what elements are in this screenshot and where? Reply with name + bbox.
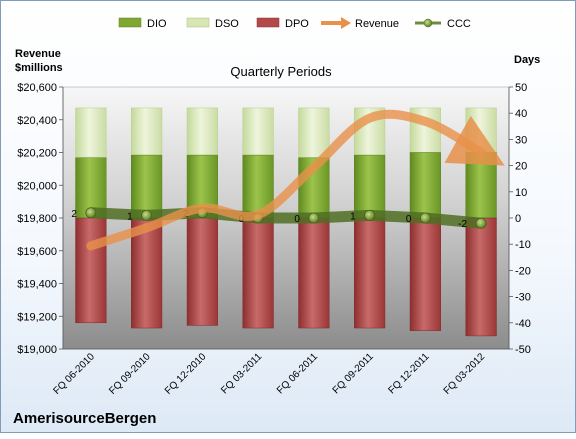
left-axis-ticks: $19,000 $19,200 $19,400 $19,600 $19,800 $20,0…	[17, 82, 63, 356]
legend: DIO DSO DPO Revenue CCC	[118, 17, 471, 30]
right-axis-ticks: -50 -40 -30 -20 -10 0 10 20 30 40 50	[509, 82, 531, 356]
legend-label-dio: DIO	[147, 18, 167, 30]
right-tick-label: 20	[515, 161, 527, 173]
legend-label-dpo: DPO	[285, 18, 309, 30]
left-tick-label: $19,600	[17, 246, 57, 258]
right-tick-label: 50	[515, 82, 527, 94]
ccc-point	[85, 207, 97, 219]
ccc-point	[308, 212, 320, 224]
bar-dio	[409, 152, 441, 219]
left-tick-label: $20,400	[17, 115, 57, 127]
x-tick-label: FQ 09-2011	[331, 351, 376, 396]
x-tick-label: FQ 12-2011	[387, 351, 432, 396]
right-tick-label: -40	[515, 318, 531, 330]
x-axis-ticks: FQ 06-2010 FQ 09-2010 FQ 12-2010 FQ 03-2011…	[51, 351, 487, 397]
right-tick-label: -20	[515, 265, 531, 277]
right-tick-label: -50	[515, 344, 531, 356]
left-tick-label: $20,600	[17, 82, 57, 94]
right-tick-label: 40	[515, 108, 527, 120]
revenue-line	[86, 109, 505, 251]
right-tick-label: 10	[515, 187, 527, 199]
bar-dpo	[131, 217, 163, 329]
legend-swatch-dio	[118, 17, 142, 28]
ccc-data-label: 1	[127, 211, 133, 222]
bar-dso	[298, 107, 330, 158]
legend-arrow-revenue	[341, 17, 351, 29]
bar-dio	[354, 154, 386, 219]
legend-marker-ccc	[423, 18, 433, 28]
bar-dpo	[75, 217, 107, 324]
left-tick-label: $19,400	[17, 279, 57, 291]
ccc-point	[364, 210, 375, 221]
left-tick-label: $19,000	[17, 344, 57, 356]
legend-label-revenue: Revenue	[355, 18, 399, 30]
left-axis-label-line2: $millions	[15, 62, 63, 74]
left-tick-label: $20,200	[17, 148, 57, 160]
left-tick-label: $19,800	[17, 213, 57, 225]
right-tick-label: -10	[515, 239, 531, 251]
x-tick-label: FQ 03-2011	[219, 351, 264, 396]
ccc-point	[475, 217, 487, 229]
left-tick-label: $20,000	[17, 180, 57, 192]
left-tick-label: $19,200	[17, 311, 57, 323]
x-tick-label: FQ 12-2010	[163, 351, 209, 397]
right-tick-label: 30	[515, 134, 527, 146]
right-axis-label: Days	[514, 54, 540, 66]
bar-dio	[465, 152, 497, 219]
ccc-point	[141, 210, 152, 221]
right-tick-label: -30	[515, 292, 531, 304]
ccc-data-label: 0	[406, 214, 412, 225]
legend-swatch-dpo	[256, 17, 280, 28]
bar-dpo	[186, 217, 218, 326]
bar-dio	[131, 154, 163, 219]
bar-dpo	[465, 217, 497, 337]
x-tick-label: FQ 09-2010	[107, 351, 153, 397]
company-name: AmerisourceBergen	[13, 410, 156, 427]
bar-dso	[131, 107, 163, 156]
ccc-data-label: 1	[350, 211, 356, 222]
bar-dso	[186, 107, 218, 156]
bar-dpo	[354, 217, 386, 329]
left-axis-label-line1: Revenue	[15, 48, 61, 60]
right-tick-label: 0	[515, 213, 521, 225]
bar-dso	[242, 107, 274, 156]
bar-dpo	[298, 217, 330, 329]
legend-swatch-dso	[186, 17, 210, 28]
bar-dso	[75, 107, 107, 158]
ccc-line	[85, 207, 487, 229]
chart-title: Quarterly Periods	[230, 64, 332, 79]
ccc-data-label: 0	[294, 214, 300, 225]
x-tick-label: FQ 06-2011	[275, 351, 320, 396]
legend-label-dso: DSO	[215, 18, 239, 30]
x-tick-label: FQ 06-2010	[51, 351, 97, 397]
legend-label-ccc: CCC	[447, 18, 471, 30]
bar-dpo	[409, 217, 441, 331]
x-tick-label: FQ 03-2012	[442, 351, 488, 397]
revenue-series	[86, 109, 505, 251]
bar-dpo	[242, 217, 274, 329]
ccc-point	[420, 212, 431, 224]
ccc-data-label: 2	[71, 209, 77, 220]
ccc-data-label: -2	[458, 219, 467, 230]
